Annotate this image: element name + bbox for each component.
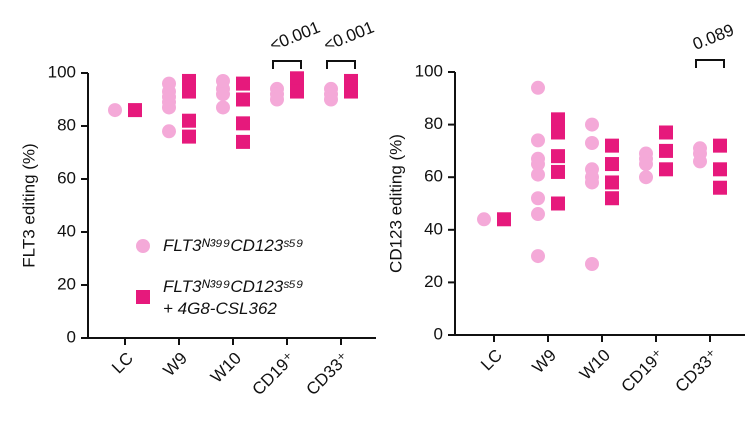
p-value: <0.001 [321,18,377,55]
data-point [551,125,565,140]
data-point [585,256,599,271]
data-point [531,80,545,95]
legend-marker [136,239,150,253]
data-point [216,87,230,102]
data-point [236,92,250,107]
y-tick-label: 60 [424,167,443,186]
data-point [270,92,284,107]
p-value: 0.089 [690,20,737,54]
legend-marker [136,290,150,304]
data-point [659,125,673,140]
data-point [605,175,619,190]
x-tick-label: W10 [207,349,245,387]
data-point [531,207,545,222]
data-point [551,196,565,211]
x-tick-label: CD19⁺ [248,349,299,400]
data-point [182,129,196,144]
y-tick-label: 20 [57,274,76,293]
data-point [324,92,338,107]
data-point [236,116,250,131]
x-tick-label: W9 [529,346,560,377]
data-point [216,100,230,115]
y-tick-label: 80 [57,115,76,134]
data-point [551,149,565,164]
x-tick-label: LC [108,349,137,378]
y-tick-label: 100 [48,62,76,81]
x-tick-label: W10 [576,346,614,384]
significance-bracket [272,60,302,69]
data-point [551,164,565,179]
data-point [693,154,707,169]
data-point [605,138,619,153]
y-axis-label: FLT3 editing (%) [19,143,38,267]
data-point [585,117,599,132]
data-point [605,157,619,172]
data-point [531,157,545,172]
significance-bracket [695,59,725,68]
data-point [236,134,250,149]
data-point [605,191,619,206]
x-tick-label: CD33⁺ [671,346,722,397]
data-point [659,162,673,177]
data-point [585,175,599,190]
data-point [182,113,196,128]
y-tick-label: 0 [67,327,76,346]
y-tick-label: 20 [424,272,443,291]
data-point [182,73,196,88]
y-tick-label: 100 [415,61,443,80]
legend-label: FLT3ᴺ³⁹⁹CD123ˢ⁵⁹ [163,236,304,255]
significance-bracket [326,60,356,69]
y-tick-label: 80 [424,114,443,133]
data-point [236,76,250,91]
data-point [639,157,653,172]
legend-label: FLT3ᴺ³⁹⁹CD123ˢ⁵⁹ + 4G8-CSL362 [163,277,304,318]
data-point [639,170,653,185]
data-point [108,103,122,118]
x-tick-label: CD19⁺ [617,346,668,397]
data-point [531,191,545,206]
data-point [585,136,599,151]
p-value: <0.001 [267,18,323,55]
data-point [182,84,196,99]
y-axis-label: CD123 editing (%) [386,134,405,273]
y-tick-label: 40 [57,221,76,240]
x-tick-label: LC [477,346,506,375]
data-point [162,124,176,139]
data-point [551,112,565,127]
data-point [713,162,727,177]
data-point [290,84,304,99]
y-tick-label: 60 [57,168,76,187]
data-point [128,103,142,118]
data-point [531,249,545,264]
data-point [713,180,727,195]
data-point [477,212,491,227]
data-point [344,84,358,99]
y-tick-label: 0 [434,324,443,343]
data-point [531,167,545,182]
data-point [659,143,673,158]
data-point [531,133,545,148]
data-point [497,212,511,227]
data-point [713,138,727,153]
x-tick-label: W9 [160,349,191,380]
x-tick-label: CD33⁺ [302,349,353,400]
y-tick-label: 40 [424,219,443,238]
data-point [162,100,176,115]
